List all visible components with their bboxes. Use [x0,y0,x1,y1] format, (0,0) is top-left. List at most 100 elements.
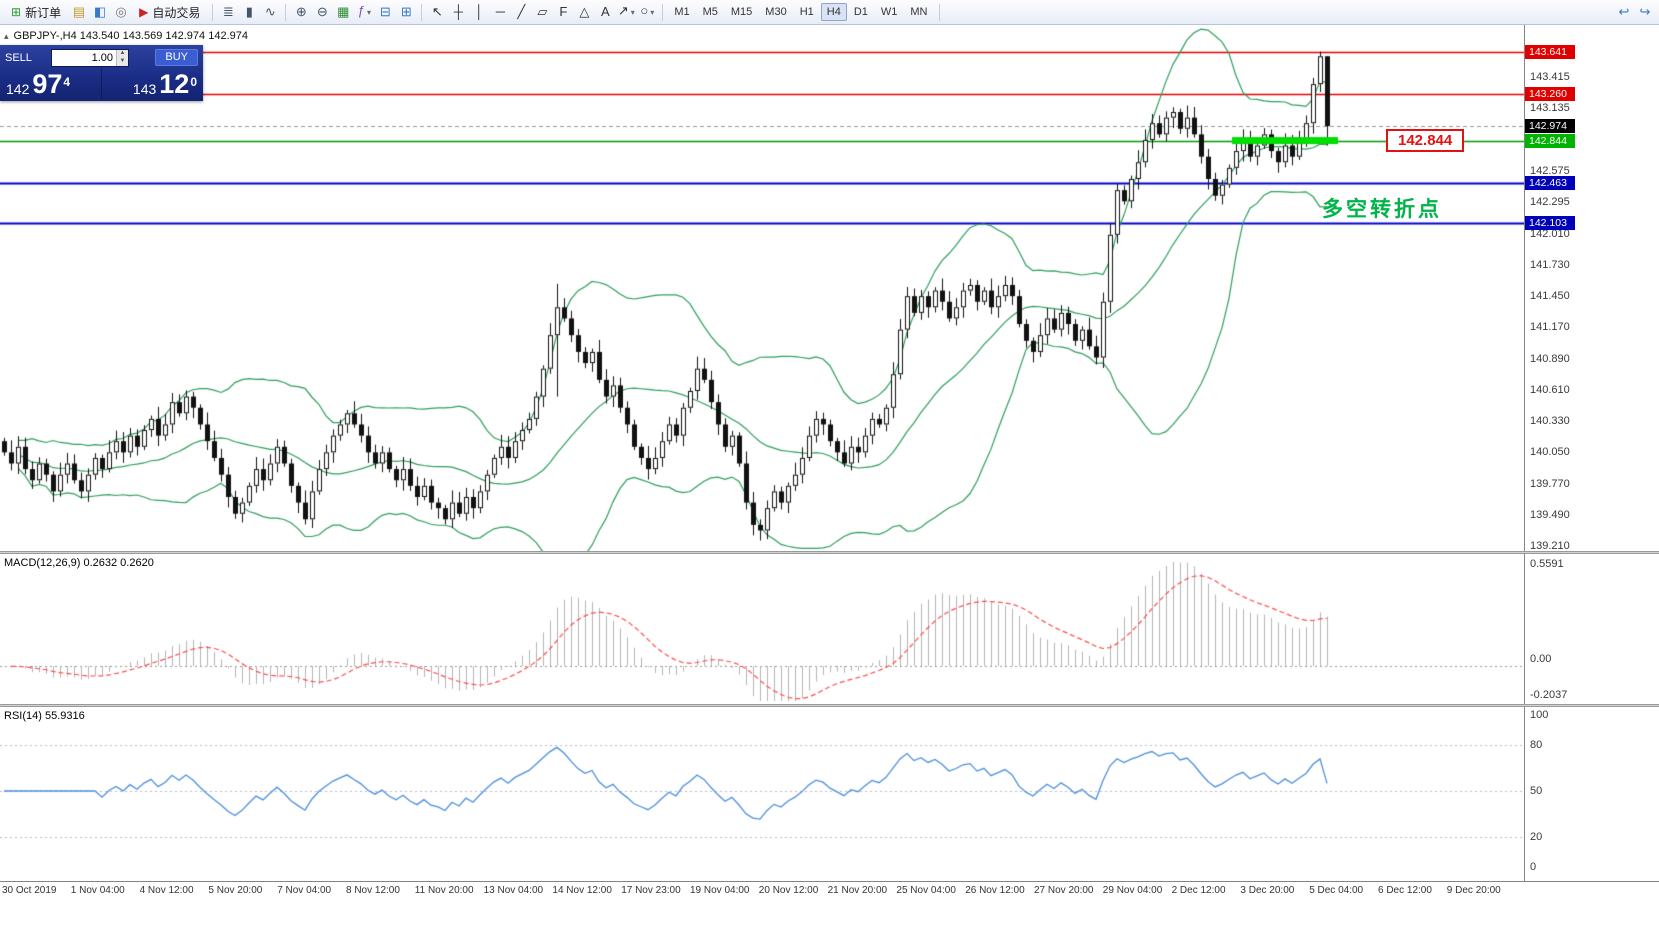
price-axis-label: 140.050 [1530,446,1570,459]
toolbar-separator [212,3,214,21]
panel-separator[interactable] [0,704,1659,707]
price-tag-143.641: 143.641 [1525,44,1575,59]
macd-axis-label: 0.5591 [1530,558,1564,570]
shapes-icon[interactable]: △ [579,4,590,19]
macd-axis-label: -0.2037 [1530,689,1568,701]
market-watch-icon[interactable]: ▤ [72,4,86,19]
time-axis[interactable]: 30 Oct 2019 1 Nov 04:00 4 Nov 12:00 5 Nov 2… [0,881,1659,900]
rsi-axis-label: 100 [1530,709,1549,721]
turning-point-annotation[interactable]: 多空转折点 [1322,198,1442,221]
macd-label: MACD(12,26,9) 0.2632 0.2620 [4,557,154,569]
toolbar-separator [938,3,940,21]
volume-input[interactable] [52,49,116,66]
price-axis-label: 142.575 [1530,164,1570,177]
trendline-icon[interactable]: ╱ [517,4,526,19]
autotrade-button-icon: ▶ [139,5,149,19]
volume-up-icon[interactable]: ▲ [119,49,126,56]
vertical-line-icon[interactable]: │ [475,4,484,19]
timeframe-m1[interactable]: M1 [674,6,690,18]
symbol-ohlc-text: GBPJPY-,H4 143.540 143.569 142.974 142.9… [13,30,248,42]
macd-canvas[interactable] [0,554,1524,704]
chart-forward-icon[interactable]: ↪ [1639,4,1651,19]
rsi-canvas[interactable] [0,707,1524,881]
crosshair-icon[interactable]: ┼ [453,4,463,19]
buy-price-point: 0 [190,75,197,89]
sell-button[interactable]: 142 97 4 [6,71,70,101]
time-axis-label: 21 Nov 20:00 [827,885,888,896]
bar-chart-icon[interactable]: ≣ [222,4,234,19]
time-axis-label: 11 Nov 20:00 [414,885,474,896]
autotrade-button[interactable]: ▶ 自动交易 [132,2,207,23]
buy-label: BUY [155,49,198,66]
buy-button[interactable]: 143 12 0 [133,71,197,101]
rsi-label: RSI(14) 55.9316 [4,710,85,722]
indicators-icon[interactable]: ƒ ▾ [357,3,371,18]
buy-price-pips: 12 [159,69,190,99]
price-axis[interactable]: 143.415 143.135 142.575 142.295 142.010 141.7… [1524,25,1659,553]
data-window-icon[interactable]: ◧ [93,4,107,19]
rsi-axis[interactable]: 100 80 50 20 0 [1524,707,1659,881]
rsi-axis-label: 0 [1530,861,1537,873]
time-axis-label: 7 Nov 04:00 [277,885,332,896]
price-chart-canvas[interactable] [0,25,1524,551]
time-axis-label: 19 Nov 04:00 [690,885,750,896]
price-axis-label: 141.730 [1530,258,1570,271]
timeframe-m30[interactable]: M30 [765,6,787,18]
one-click-trade-panel: SELL ▲▼ BUY 142 97 4 143 12 0 [0,45,203,101]
macd-axis[interactable]: 0.5591 0.00 -0.2037 [1524,554,1659,704]
indicators-icon-caret[interactable]: ▾ [366,8,371,17]
price-axis-label: 140.330 [1530,415,1570,428]
timeframe-h4[interactable]: H4 [820,3,847,21]
price-axis-label: 143.135 [1530,102,1570,115]
time-axis-label: 17 Nov 23:00 [621,885,681,896]
arrow-tool-icon-caret[interactable]: ▾ [630,8,635,17]
chart-back-icon[interactable]: ↩ [1618,4,1630,19]
cursor-icon[interactable]: ↖ [431,4,443,19]
price-level-box[interactable]: 142.844 [1386,128,1465,152]
volume-spinner[interactable]: ▲ ▼ [116,49,128,66]
price-axis-label: 139.210 [1530,540,1570,553]
time-axis-label: 30 Oct 2019 [2,885,57,896]
grid-icon[interactable]: ▦ [337,4,350,19]
zoom-in-icon[interactable]: ⊕ [295,4,307,19]
timeframe-w1[interactable]: W1 [880,6,898,18]
timeframe-m5[interactable]: M5 [702,6,718,18]
volume-stepper[interactable]: ▲▼ [51,48,129,67]
time-axis-label: 14 Nov 12:00 [552,885,612,896]
candlestick-icon[interactable]: ▮ [245,4,253,19]
timeframe-mn[interactable]: MN [910,6,928,18]
time-axis-label: 26 Nov 12:00 [965,885,1025,896]
price-axis-label: 140.890 [1530,352,1570,365]
sell-label: SELL [5,51,32,64]
volume-down-icon[interactable]: ▼ [119,57,126,64]
arrange-windows-icon[interactable]: ⊟ [379,4,391,19]
cycle-lines-icon-caret[interactable]: ▾ [650,8,655,17]
price-tag-142.844: 142.844 [1525,133,1575,148]
autotrade-button-label: 自动交易 [152,5,201,20]
navigator-icon[interactable]: ◎ [115,4,127,19]
timeframe-d1[interactable]: D1 [853,6,868,18]
line-chart-icon[interactable]: ∿ [264,4,276,19]
trade-panel-toggle-icon[interactable]: ▴ [4,30,9,41]
channel-icon[interactable]: ▱ [537,4,548,19]
new-order-button-icon: ⊞ [11,5,22,19]
panel-separator[interactable] [0,551,1659,554]
timeframe-m15[interactable]: M15 [730,6,753,18]
time-axis-label: 29 Nov 04:00 [1102,885,1163,896]
fibonacci-icon[interactable]: F [559,4,568,19]
price-tag-142.974: 142.974 [1525,119,1575,134]
timeframe-h1[interactable]: H1 [799,6,814,18]
rsi-axis-label: 80 [1530,739,1543,752]
time-axis-label: 5 Nov 20:00 [208,885,263,896]
text-icon[interactable]: A [600,4,610,19]
horizontal-line-icon[interactable]: ─ [495,4,505,19]
cycle-lines-icon[interactable]: ○ ▾ [640,3,655,18]
tile-windows-icon[interactable]: ⊞ [400,4,412,19]
time-axis-label: 20 Nov 12:00 [758,885,819,896]
arrow-tool-icon[interactable]: ↗ ▾ [617,3,635,18]
new-order-button[interactable]: ⊞ 新订单 [4,2,68,23]
zoom-out-icon[interactable]: ⊖ [316,4,328,19]
toolbar-separator [285,3,287,21]
price-tag-142.463: 142.463 [1525,176,1575,191]
buy-price-figure: 143 [132,81,157,97]
